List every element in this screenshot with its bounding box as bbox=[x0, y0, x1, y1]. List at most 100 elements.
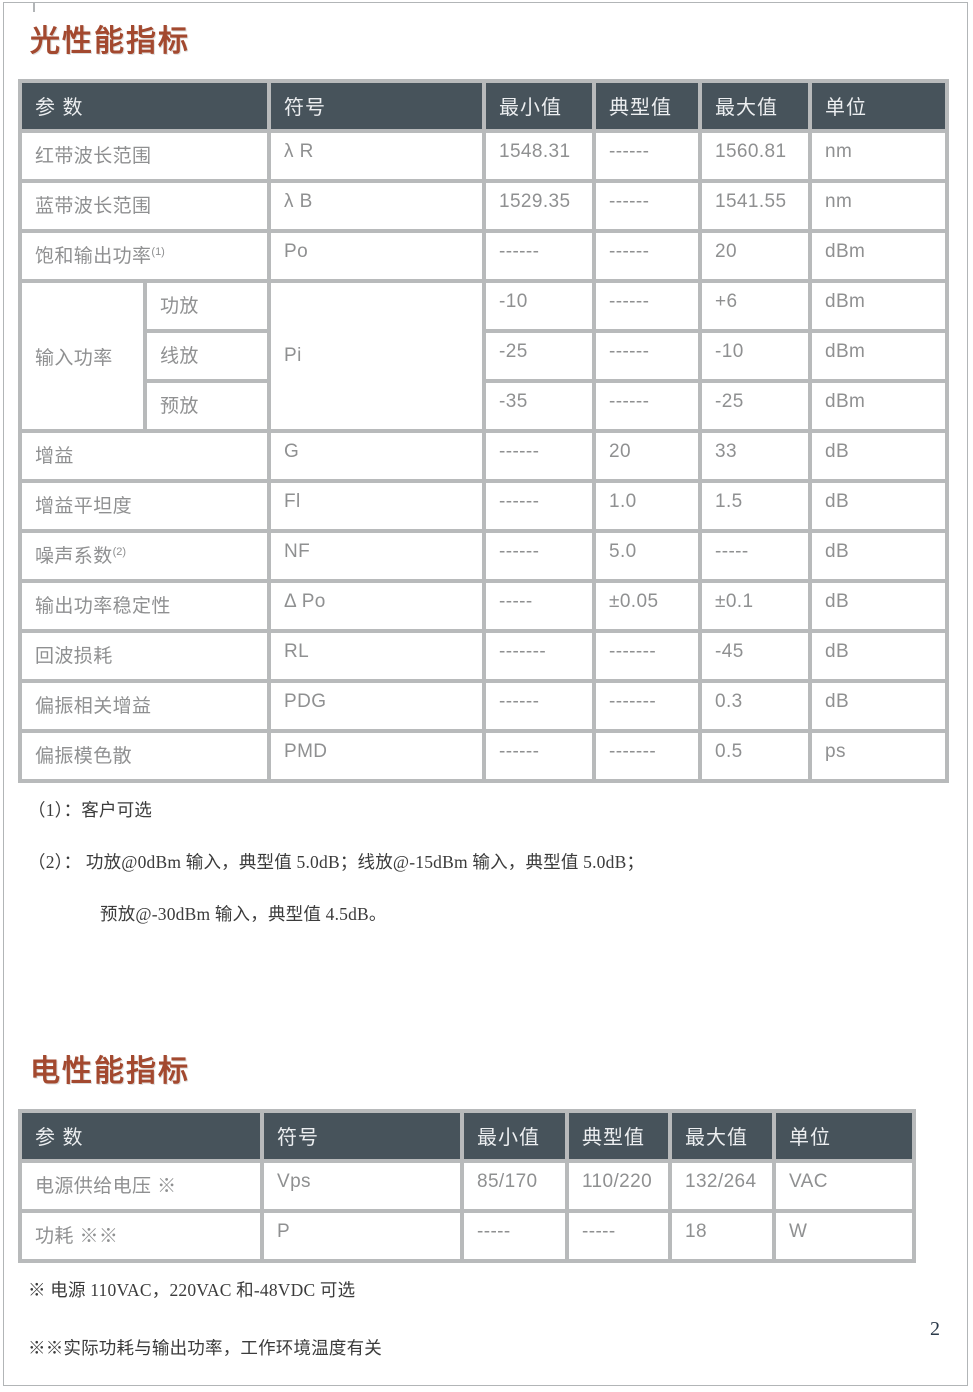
symbol-cell: P bbox=[260, 1209, 464, 1263]
typ-cell: ------ bbox=[592, 279, 702, 333]
param-text: 噪声系数 bbox=[35, 546, 113, 567]
row-pmd: 偏振模色散 PMD ------ ------- 0.5 ps bbox=[18, 729, 949, 783]
footnote-1: （1）：客户可选 bbox=[28, 800, 153, 820]
typ-cell: ------ bbox=[592, 329, 702, 383]
param-cell: 饱和输出功率(1) bbox=[18, 229, 271, 283]
symbol-cell: Vps bbox=[260, 1159, 464, 1213]
footnote-2-continued: 预放@-30dBm 输入，典型值 4.5dB。 bbox=[100, 904, 387, 924]
electrical-header-row: 参 数 符号 最小值 典型值 最大值 单位 bbox=[18, 1109, 916, 1163]
max-cell: 0.3 bbox=[698, 679, 812, 733]
row-input-power-booster: 输入功率 功放 Pi -10 ------ +6 dBm bbox=[18, 279, 949, 433]
min-cell: ------- bbox=[482, 629, 596, 683]
min-cell: 85/170 bbox=[460, 1159, 569, 1213]
unit-cell: dB bbox=[808, 629, 949, 683]
symbol-cell: Fl bbox=[267, 479, 486, 533]
min-cell: ----- bbox=[460, 1209, 569, 1263]
min-cell: -10 bbox=[482, 279, 596, 333]
sub-param-cell: 预放 bbox=[143, 379, 271, 433]
row-pdg: 偏振相关增益 PDG ------ ------- 0.3 dB bbox=[18, 679, 949, 733]
min-cell: -35 bbox=[482, 379, 596, 433]
col-header-symbol: 符号 bbox=[267, 79, 486, 133]
typ-cell: ------- bbox=[592, 679, 702, 733]
optical-footnotes: （1）：客户可选 （2）： 功放@0dBm 输入，典型值 5.0dB；线放@-1… bbox=[28, 797, 967, 926]
max-cell: 132/264 bbox=[668, 1159, 776, 1213]
page-number: 2 bbox=[930, 1318, 940, 1340]
min-cell: -25 bbox=[482, 329, 596, 383]
typ-cell: ------ bbox=[592, 129, 702, 183]
param-cell: 功耗 ※※ bbox=[18, 1209, 264, 1263]
typ-cell: ------ bbox=[592, 229, 702, 283]
datasheet-page: 光性能指标 参 数 符号 最小值 典型值 最大值 单位 红带波长范围 λ R 1… bbox=[3, 2, 968, 1386]
unit-cell: dB bbox=[808, 529, 949, 583]
param-cell: 电源供给电压 ※ bbox=[18, 1159, 264, 1213]
col-header-max: 最大值 bbox=[698, 79, 812, 133]
param-cell: 红带波长范围 bbox=[18, 129, 271, 183]
col-header-unit: 单位 bbox=[808, 79, 949, 133]
unit-cell: dB bbox=[808, 429, 949, 483]
row-saturation-power: 饱和输出功率(1) Po ------ ------ 20 dBm bbox=[18, 229, 949, 283]
footnote-consumption: ※※实际功耗与输出功率，工作环境温度有关 bbox=[28, 1338, 382, 1358]
max-cell: ----- bbox=[698, 529, 812, 583]
min-cell: ------ bbox=[482, 529, 596, 583]
param-cell: 噪声系数(2) bbox=[18, 529, 271, 583]
typ-cell: 110/220 bbox=[565, 1159, 672, 1213]
param-text: 饱和输出功率 bbox=[35, 246, 152, 267]
electrical-footnotes: ※ 电源 110VAC，220VAC 和-48VDC 可选 ※※实际功耗与输出功… bbox=[28, 1277, 967, 1360]
typ-cell: ±0.05 bbox=[592, 579, 702, 633]
typ-cell: 1.0 bbox=[592, 479, 702, 533]
row-blue-band: 蓝带波长范围 λ B 1529.35 ------ 1541.55 nm bbox=[18, 179, 949, 233]
unit-cell: dB bbox=[808, 679, 949, 733]
symbol-cell: Po bbox=[267, 229, 486, 283]
typ-cell: 20 bbox=[592, 429, 702, 483]
footnote-ref: (1) bbox=[151, 246, 165, 258]
col-header-param: 参 数 bbox=[18, 79, 271, 133]
row-red-band: 红带波长范围 λ R 1548.31 ------ 1560.81 nm bbox=[18, 129, 949, 183]
symbol-cell: PMD bbox=[267, 729, 486, 783]
min-cell: ------ bbox=[482, 229, 596, 283]
symbol-cell: RL bbox=[267, 629, 486, 683]
optical-header-row: 参 数 符号 最小值 典型值 最大值 单位 bbox=[18, 79, 949, 133]
row-supply-voltage: 电源供给电压 ※ Vps 85/170 110/220 132/264 VAC bbox=[18, 1159, 916, 1213]
unit-cell: ps bbox=[808, 729, 949, 783]
typ-cell: 5.0 bbox=[592, 529, 702, 583]
max-cell: 1560.81 bbox=[698, 129, 812, 183]
unit-cell: W bbox=[772, 1209, 916, 1263]
unit-cell: VAC bbox=[772, 1159, 916, 1213]
col-header-max: 最大值 bbox=[668, 1109, 776, 1163]
symbol-cell: NF bbox=[267, 529, 486, 583]
sub-param-cell: 线放 bbox=[143, 329, 271, 383]
footnote-2: （2）： 功放@0dBm 输入，典型值 5.0dB；线放@-15dBm 输入，典… bbox=[28, 852, 645, 872]
max-cell: 18 bbox=[668, 1209, 776, 1263]
col-header-unit: 单位 bbox=[772, 1109, 916, 1163]
optical-specs-table: 参 数 符号 最小值 典型值 最大值 单位 红带波长范围 λ R 1548.31… bbox=[18, 79, 949, 783]
unit-cell: dBm bbox=[808, 229, 949, 283]
max-cell: -25 bbox=[698, 379, 812, 433]
col-header-min: 最小值 bbox=[460, 1109, 569, 1163]
row-power-consumption: 功耗 ※※ P ----- ----- 18 W bbox=[18, 1209, 916, 1263]
row-gain-flatness: 增益平坦度 Fl ------ 1.0 1.5 dB bbox=[18, 479, 949, 533]
min-cell: 1529.35 bbox=[482, 179, 596, 233]
unit-cell: dBm bbox=[808, 329, 949, 383]
symbol-cell: λ R bbox=[267, 129, 486, 183]
max-cell: 20 bbox=[698, 229, 812, 283]
min-cell: ------ bbox=[482, 429, 596, 483]
page-frame-artifact bbox=[33, 3, 35, 12]
electrical-section-title: 电性能指标 bbox=[30, 1055, 190, 1088]
param-cell: 输出功率稳定性 bbox=[18, 579, 271, 633]
col-header-symbol: 符号 bbox=[260, 1109, 464, 1163]
sub-param-cell: 功放 bbox=[143, 279, 271, 333]
max-cell: 0.5 bbox=[698, 729, 812, 783]
typ-cell: ------ bbox=[592, 179, 702, 233]
typ-cell: ----- bbox=[565, 1209, 672, 1263]
footnote-power-options: ※ 电源 110VAC，220VAC 和-48VDC 可选 bbox=[28, 1280, 356, 1300]
min-cell: ------ bbox=[482, 679, 596, 733]
max-cell: -10 bbox=[698, 329, 812, 383]
unit-cell: dBm bbox=[808, 379, 949, 433]
min-cell: 1548.31 bbox=[482, 129, 596, 183]
min-cell: ------ bbox=[482, 479, 596, 533]
max-cell: ±0.1 bbox=[698, 579, 812, 633]
symbol-cell: G bbox=[267, 429, 486, 483]
max-cell: 1541.55 bbox=[698, 179, 812, 233]
typ-cell: ------- bbox=[592, 629, 702, 683]
row-power-stability: 输出功率稳定性 Δ Po ----- ±0.05 ±0.1 dB bbox=[18, 579, 949, 633]
